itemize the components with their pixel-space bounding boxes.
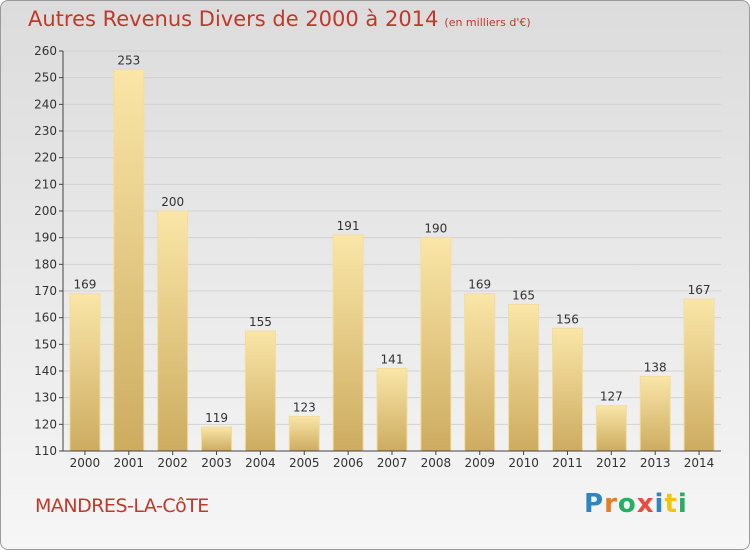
y-tick-label: 250 bbox=[34, 71, 57, 85]
bar-2014 bbox=[683, 298, 715, 452]
y-tick-label: 160 bbox=[34, 311, 57, 325]
data-label-2002: 200 bbox=[161, 195, 184, 209]
bar-2002 bbox=[157, 210, 189, 452]
bar-2006 bbox=[332, 234, 364, 452]
x-tick-label-2003: 2003 bbox=[201, 456, 232, 470]
bars bbox=[69, 69, 715, 452]
x-tick-label-2001: 2001 bbox=[114, 456, 145, 470]
y-tick-label: 210 bbox=[34, 177, 57, 191]
y-tick-label: 170 bbox=[34, 284, 57, 298]
y-tick-label: 180 bbox=[34, 257, 57, 271]
data-label-2010: 165 bbox=[512, 288, 535, 302]
x-tick-label-2000: 2000 bbox=[70, 456, 101, 470]
bar-2012 bbox=[595, 405, 627, 452]
bar-2011 bbox=[551, 327, 583, 452]
x-tick-label-2013: 2013 bbox=[640, 456, 671, 470]
chart-title: Autres Revenus Divers de 2000 à 2014 (en … bbox=[28, 7, 531, 31]
data-label-2008: 190 bbox=[424, 222, 447, 236]
data-label-2014: 167 bbox=[688, 283, 711, 297]
x-tick-label-2009: 2009 bbox=[464, 456, 495, 470]
x-tick-label-2005: 2005 bbox=[289, 456, 320, 470]
y-tick-label: 200 bbox=[34, 204, 57, 218]
chart-subtitle: (en milliers d'€) bbox=[444, 16, 531, 29]
y-tick-label: 260 bbox=[34, 44, 57, 58]
bar-2010 bbox=[508, 303, 540, 452]
bar-2013 bbox=[639, 375, 671, 452]
bar-2001 bbox=[113, 69, 145, 452]
bar-2003 bbox=[201, 426, 233, 452]
bar-2008 bbox=[420, 237, 452, 452]
data-label-2006: 191 bbox=[337, 219, 360, 233]
y-tick-label: 230 bbox=[34, 124, 57, 138]
y-tick-label: 110 bbox=[34, 444, 57, 458]
data-label-2011: 156 bbox=[556, 312, 579, 326]
data-label-2013: 138 bbox=[644, 360, 667, 374]
x-tick-label-2007: 2007 bbox=[377, 456, 408, 470]
bar-2000 bbox=[69, 293, 101, 452]
chart-title-text: Autres Revenus Divers de 2000 à 2014 bbox=[28, 7, 439, 31]
data-label-2004: 155 bbox=[249, 315, 272, 329]
y-tick-label: 140 bbox=[34, 364, 57, 378]
x-tick-label-2006: 2006 bbox=[333, 456, 364, 470]
data-label-2000: 169 bbox=[73, 278, 96, 292]
y-tick-label: 150 bbox=[34, 337, 57, 351]
y-tick-label: 190 bbox=[34, 231, 57, 245]
bar-2004 bbox=[244, 330, 276, 452]
data-label-2012: 127 bbox=[600, 390, 623, 404]
x-tick-label-2012: 2012 bbox=[596, 456, 627, 470]
data-label-2007: 141 bbox=[381, 352, 404, 366]
y-tick-label: 130 bbox=[34, 391, 57, 405]
data-label-2009: 169 bbox=[468, 278, 491, 292]
y-tick-label: 220 bbox=[34, 151, 57, 165]
data-label-2003: 119 bbox=[205, 411, 228, 425]
bar-2005 bbox=[288, 415, 320, 452]
x-tick-label-2014: 2014 bbox=[684, 456, 715, 470]
x-tick-label-2008: 2008 bbox=[421, 456, 452, 470]
x-tick-label-2004: 2004 bbox=[245, 456, 276, 470]
x-tick-label-2002: 2002 bbox=[157, 456, 188, 470]
y-tick-label: 240 bbox=[34, 97, 57, 111]
proxiti-logo: Proxiti bbox=[584, 489, 688, 519]
labels: 110 120 130 140 150 160 170 180 190 200 210 220 230 2… bbox=[34, 44, 714, 470]
x-tick-label-2011: 2011 bbox=[552, 456, 583, 470]
axes bbox=[59, 50, 721, 455]
data-label-2005: 123 bbox=[293, 400, 316, 414]
bar-2009 bbox=[464, 293, 496, 452]
y-tick-label: 120 bbox=[34, 417, 57, 431]
data-label-2001: 253 bbox=[117, 54, 140, 68]
bar-2007 bbox=[376, 367, 408, 452]
x-tick-label-2010: 2010 bbox=[508, 456, 539, 470]
place-name: MANDRES-LA-CôTE bbox=[35, 495, 209, 517]
